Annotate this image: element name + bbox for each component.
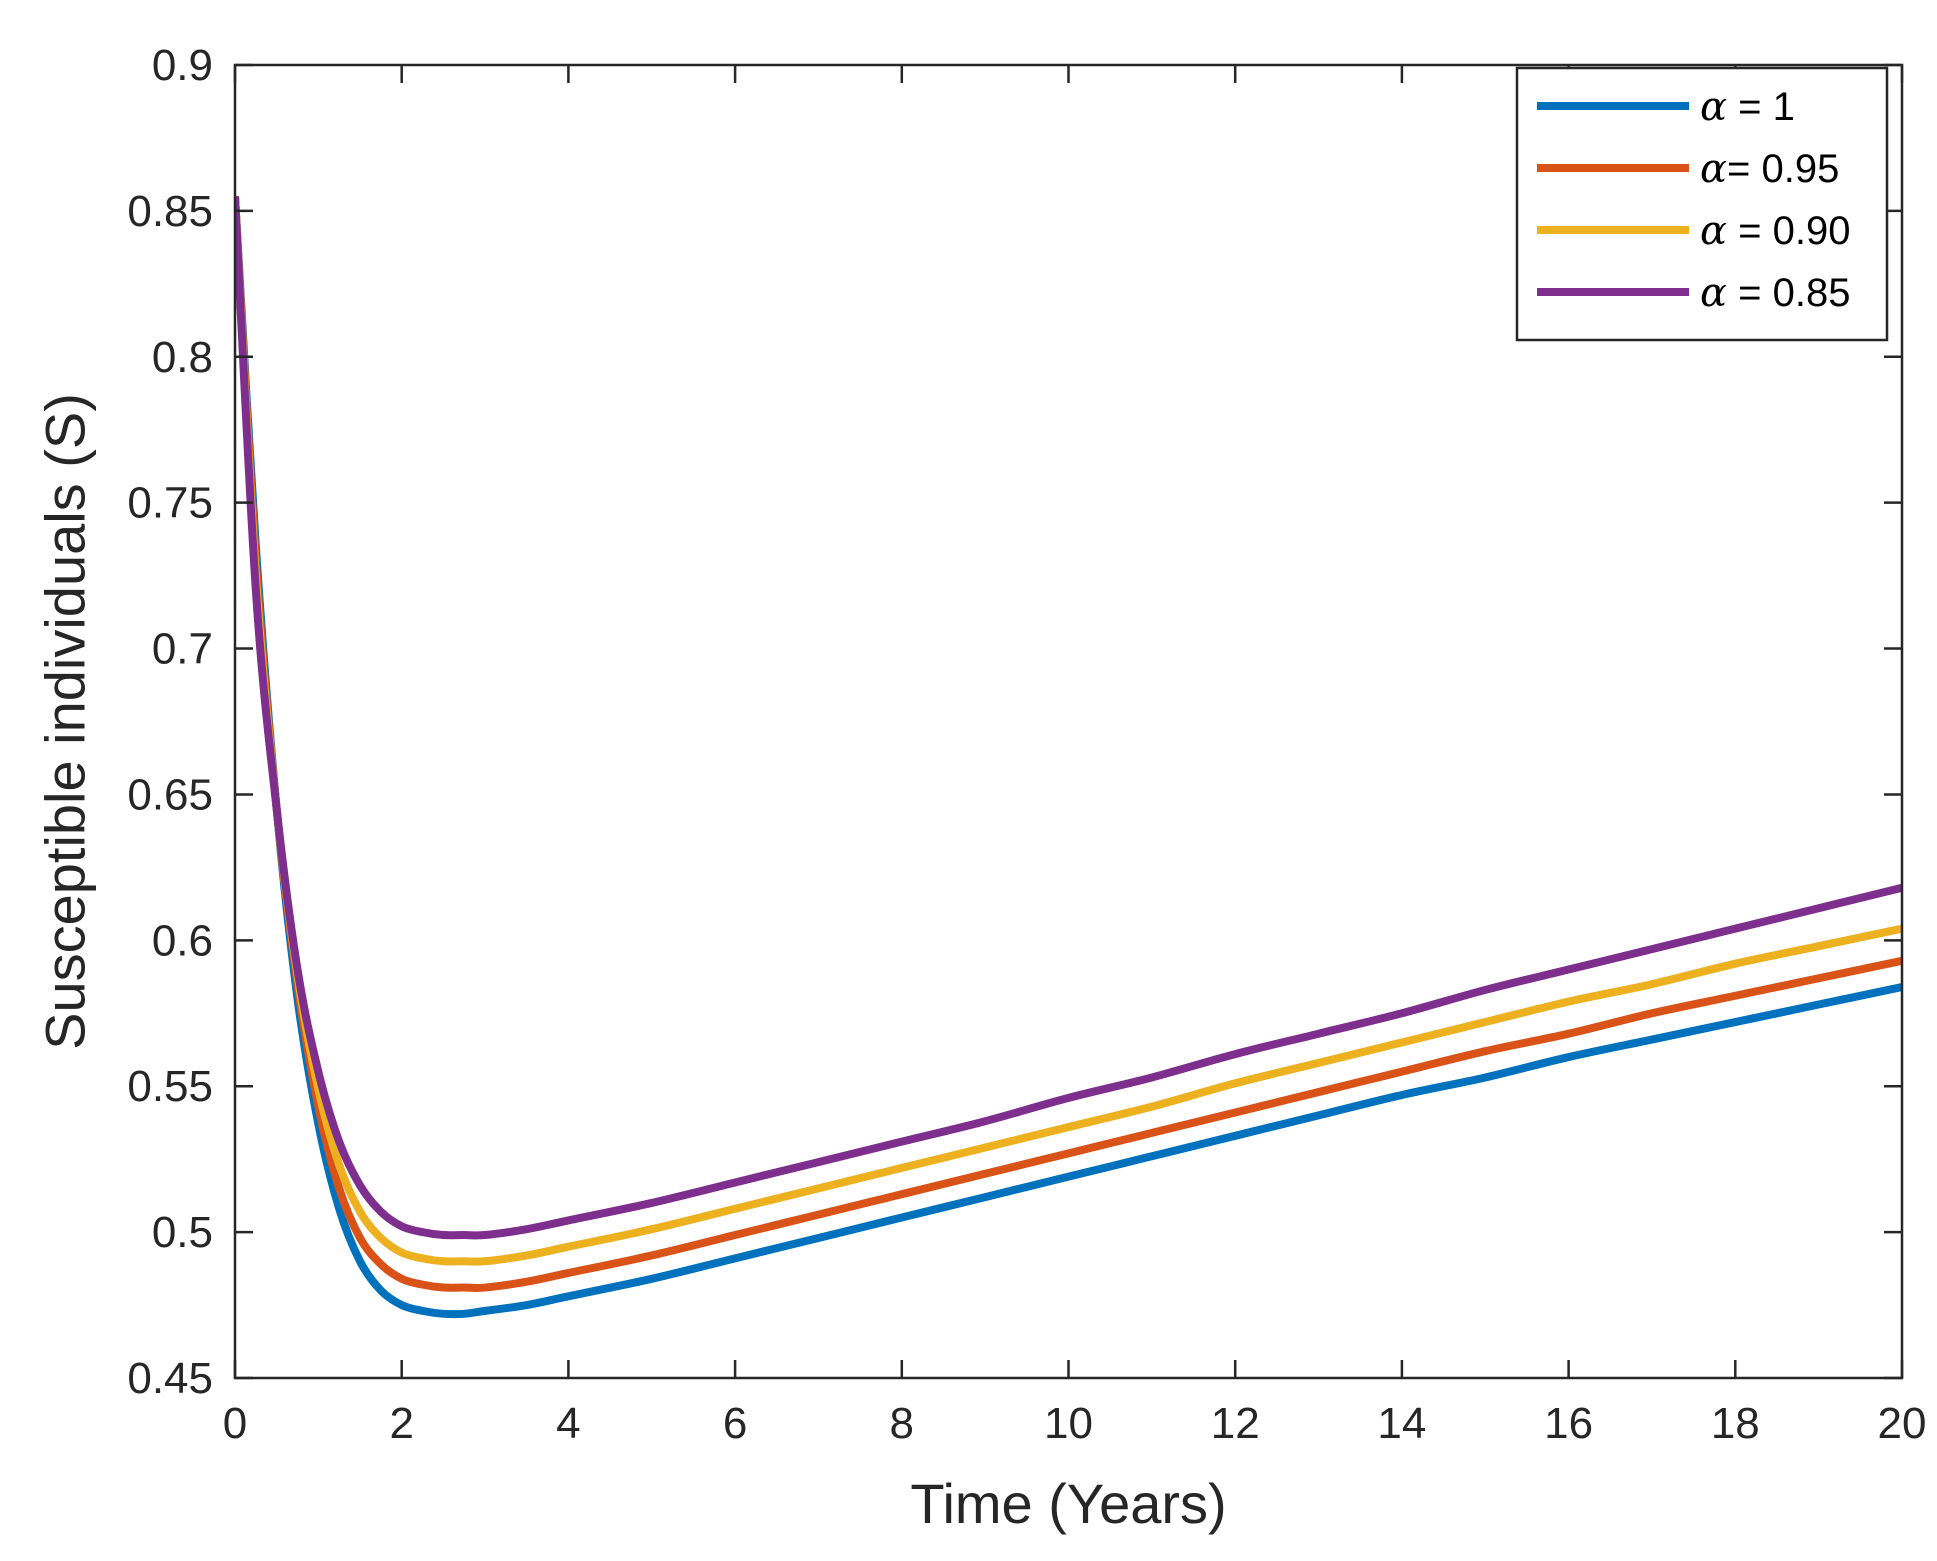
- x-tick-label: 18: [1711, 1399, 1760, 1448]
- x-tick-label: 8: [890, 1399, 914, 1448]
- x-tick-label: 0: [223, 1399, 247, 1448]
- x-tick-label: 20: [1878, 1399, 1927, 1448]
- x-tick-labels: 0 2 4 6 8 10 12 14 16 18 20: [223, 1399, 1927, 1448]
- y-tick-label: 0.9: [152, 41, 213, 90]
- legend-entry-4: α = 0.85: [1700, 270, 1850, 316]
- legend-alpha-symbol: α: [1700, 146, 1727, 192]
- legend-entry-1: α = 1: [1700, 84, 1795, 130]
- legend-entry-3: α = 0.90: [1700, 208, 1850, 254]
- legend-alpha-symbol: α: [1700, 84, 1727, 130]
- legend-label: = 0.85: [1727, 271, 1850, 315]
- x-tick-label: 12: [1211, 1399, 1260, 1448]
- legend-label: = 0.90: [1727, 209, 1850, 253]
- y-tick-label: 0.55: [127, 1062, 213, 1111]
- x-tick-label: 6: [723, 1399, 747, 1448]
- legend: α = 1α= 0.95α = 0.90α = 0.85: [1515, 66, 1889, 342]
- x-axis-title: Time (Years): [910, 1472, 1226, 1535]
- y-tick-label: 0.45: [127, 1354, 213, 1403]
- y-tick-label: 0.7: [152, 625, 213, 674]
- legend-label: = 1: [1727, 85, 1795, 129]
- x-tick-label: 10: [1044, 1399, 1093, 1448]
- y-tick-label: 0.6: [152, 916, 213, 965]
- y-tick-label: 0.85: [127, 187, 213, 236]
- x-tick-label: 14: [1377, 1399, 1426, 1448]
- x-tick-label: 16: [1544, 1399, 1593, 1448]
- legend-entry-2: α= 0.95: [1700, 146, 1839, 192]
- y-tick-label: 0.75: [127, 479, 213, 528]
- series-line-4: [235, 196, 1902, 1240]
- y-tick-label: 0.5: [152, 1208, 213, 1257]
- y-tick-label: 0.65: [127, 770, 213, 819]
- y-tick-labels: 0.45 0.5 0.55 0.6 0.65 0.7 0.75 0.8 0.85 0.9: [127, 41, 213, 1403]
- y-axis-title: Susceptible individuals (S): [34, 393, 97, 1050]
- legend-alpha-symbol: α: [1700, 208, 1727, 254]
- x-tick-label: 2: [389, 1399, 413, 1448]
- y-tick-label: 0.8: [152, 333, 213, 382]
- legend-label: = 0.95: [1727, 147, 1839, 191]
- x-tick-label: 4: [556, 1399, 580, 1448]
- plot-frame: [233, 63, 1904, 1380]
- series-layer: [235, 196, 1902, 1319]
- legend-alpha-symbol: α: [1700, 270, 1727, 316]
